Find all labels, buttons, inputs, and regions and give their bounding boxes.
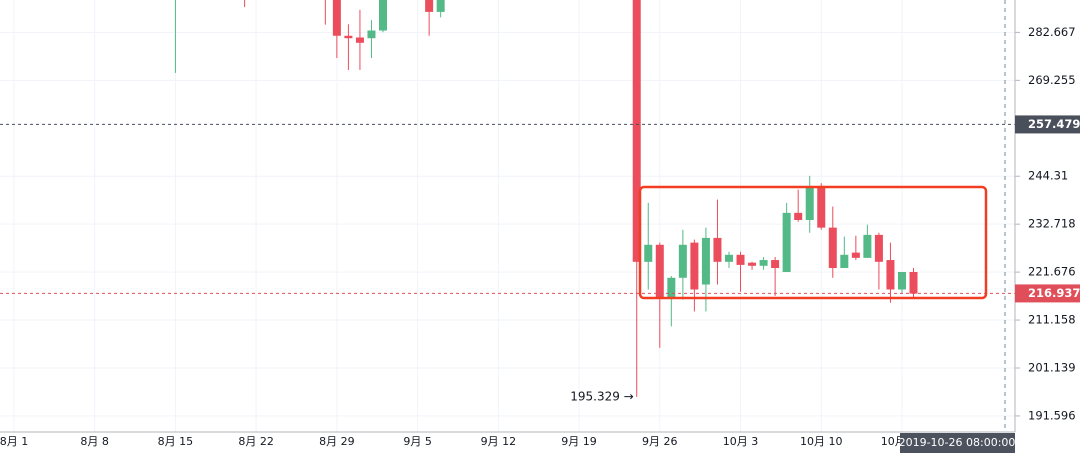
candle-body (817, 185, 826, 228)
candle-body (782, 212, 791, 272)
candle-body (794, 212, 803, 221)
price-label: 216.937 (1028, 286, 1080, 300)
candle-body (909, 271, 918, 294)
y-tick-label: 282.667 (1028, 25, 1076, 39)
price-label-box (1015, 115, 1080, 134)
candle-body (828, 227, 837, 268)
highlight-box (638, 185, 988, 300)
candle-body (748, 262, 757, 266)
x-tick-label: 9月 12 (481, 435, 517, 448)
candle-body (713, 237, 722, 262)
price-label-box (1015, 284, 1080, 303)
candle-body (805, 188, 814, 221)
grid (0, 0, 1015, 432)
crosshair-label: 2019-10-26 08:00:00 (899, 436, 1016, 449)
x-tick-label: 10月 10 (800, 435, 843, 448)
y-tick-label: 269.255 (1028, 73, 1076, 87)
low-annotation: 195.329 → (570, 389, 634, 403)
y-tick-label: 244.31 (1028, 169, 1068, 183)
candle-body (379, 0, 388, 31)
price-label: 257.479 (1028, 117, 1080, 131)
x-tick-label: 8月 22 (238, 435, 274, 448)
x-tick-label: 9月 5 (403, 435, 432, 448)
crosshair-label-box (900, 433, 1015, 453)
candle-body (332, 0, 341, 36)
candle-body (344, 35, 353, 39)
x-tick-label: 9月 26 (642, 435, 678, 448)
y-tick-label: 211.158 (1028, 313, 1076, 327)
axes: 8月 1 8月 8 8月 15 8月 22 8月 29 9月 5 9月 12 9月 19 9月 … (0, 25, 1080, 453)
candle-body (851, 252, 860, 258)
plot-area (0, 0, 1015, 397)
candle-body (655, 244, 664, 298)
candle-body (644, 244, 653, 262)
candle-body (436, 0, 445, 12)
y-tick-label: 201.139 (1028, 360, 1076, 374)
candle-body (690, 242, 699, 290)
y-tick-label: 191.596 (1028, 408, 1076, 422)
candle-body (840, 254, 849, 268)
candle-body (886, 260, 895, 290)
x-tick-label: 8月 1 (0, 435, 28, 448)
candle-body (771, 260, 780, 268)
candle-body (701, 237, 710, 285)
candle-body (425, 0, 434, 12)
x-tick-label: 8月 29 (319, 435, 355, 448)
candle-body (759, 260, 768, 266)
y-tick-label: 232.718 (1028, 217, 1076, 231)
x-tick-label: 10月 3 (723, 435, 759, 448)
candle-body (874, 234, 883, 262)
candle-body (863, 234, 872, 258)
x-tick-label: 8月 8 (80, 435, 109, 448)
x-tick-label: 9月 19 (561, 435, 597, 448)
y-tick-label: 221.676 (1028, 265, 1076, 279)
candle-body (678, 244, 687, 278)
candle-body (667, 277, 676, 298)
candle-body (632, 0, 641, 262)
x-tick-label: 8月 15 (158, 435, 194, 448)
candle-body (736, 254, 745, 265)
candle-body (897, 271, 906, 290)
candle-body (367, 30, 376, 39)
candle-body (355, 37, 364, 43)
candle-body (724, 254, 733, 262)
